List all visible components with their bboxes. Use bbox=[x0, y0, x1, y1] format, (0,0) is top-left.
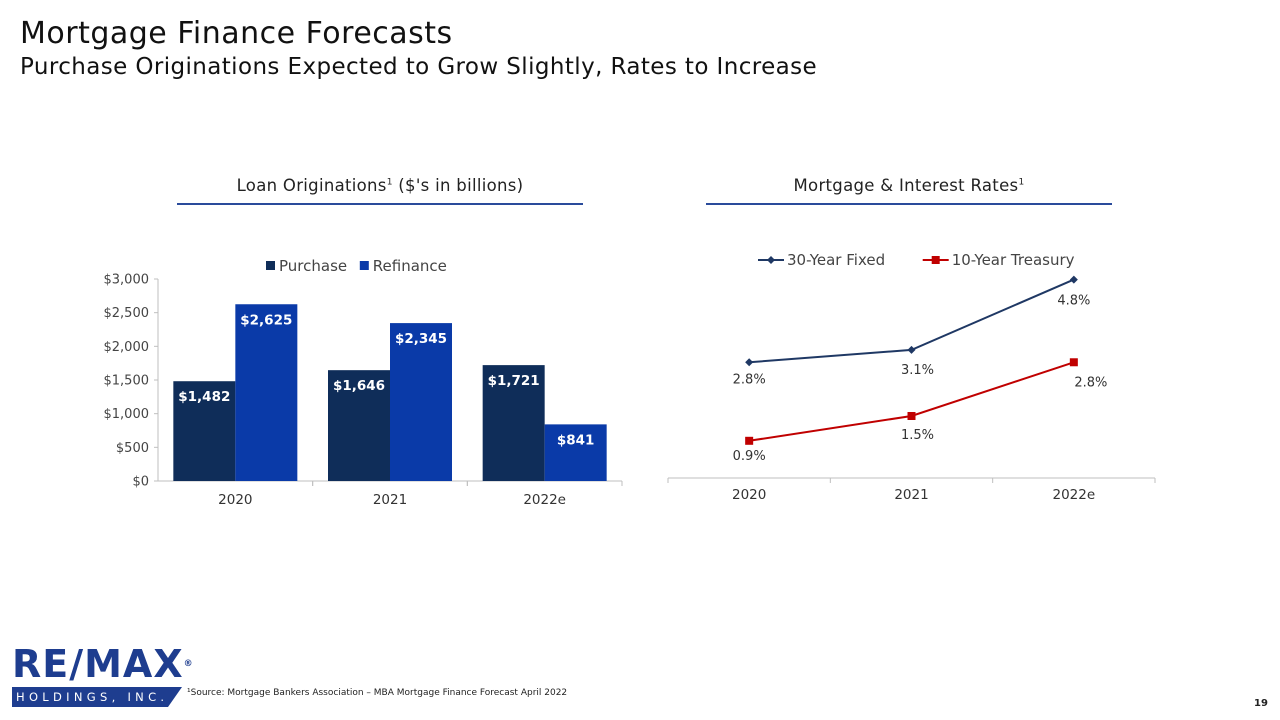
bar-refinance-2020 bbox=[235, 304, 298, 481]
logo-wordmark: RE/MAX® bbox=[12, 645, 194, 683]
line-x-tick-label: 2022e bbox=[1052, 487, 1095, 503]
loan-originations-footnote-marker: 1 bbox=[386, 177, 393, 188]
bar-x-tick-label: 2021 bbox=[373, 492, 407, 508]
bar-y-tick-label: $0 bbox=[132, 475, 149, 490]
mortgage-rates-title-text: Mortgage & Interest Rates bbox=[793, 176, 1019, 195]
line-data-label: 4.8% bbox=[1057, 294, 1090, 309]
line-data-label: 1.5% bbox=[901, 428, 934, 443]
bar-x-tick-label: 2020 bbox=[218, 492, 252, 508]
line-data-label: 3.1% bbox=[901, 363, 934, 378]
remax-logo: RE/MAX® HOLDINGS, INC. bbox=[12, 645, 194, 707]
bar-purchase-2020 bbox=[173, 381, 236, 481]
mortgage-rates-title-rule bbox=[706, 203, 1112, 205]
line-marker-square bbox=[1069, 358, 1078, 367]
line-legend-marker-square bbox=[931, 256, 940, 264]
line-legend-marker-diamond bbox=[767, 256, 775, 264]
loan-originations-title-suffix: ($'s in billions) bbox=[392, 176, 524, 195]
bar-purchase-2022e bbox=[482, 365, 545, 481]
bar-x-tick-label: 2022e bbox=[523, 492, 566, 508]
bar-purchase-2021 bbox=[328, 370, 390, 481]
loan-originations-title: Loan Originations1 ($'s in billions) bbox=[177, 176, 583, 195]
bar-y-tick-label: $1,000 bbox=[104, 407, 150, 422]
bar-y-tick-label: $1,500 bbox=[104, 374, 150, 389]
bar-data-label: $841 bbox=[557, 432, 595, 448]
loan-originations-title-text: Loan Originations bbox=[236, 176, 387, 195]
source-footnote: ¹Source: Mortgage Bankers Association – … bbox=[187, 688, 568, 698]
mortgage-rates-footnote-marker: 1 bbox=[1018, 177, 1025, 188]
bar-legend-swatch-refinance bbox=[359, 261, 369, 270]
bar-data-label: $1,721 bbox=[488, 373, 540, 389]
line-marker-diamond bbox=[745, 358, 754, 367]
logo-holdings-bar: HOLDINGS, INC. bbox=[12, 687, 182, 707]
line-x-tick-label: 2021 bbox=[894, 487, 928, 503]
page-number: 19 bbox=[1254, 698, 1268, 709]
bar-refinance-2021 bbox=[390, 323, 452, 481]
line-x-tick-label: 2020 bbox=[732, 487, 766, 503]
bar-refinance-2022e bbox=[544, 424, 607, 481]
line-data-label: 0.9% bbox=[733, 449, 766, 464]
loan-originations-title-rule bbox=[177, 203, 583, 205]
line-marker-square bbox=[907, 412, 916, 420]
line-data-label: 2.8% bbox=[1074, 375, 1107, 390]
logo-registered-mark: ® bbox=[183, 659, 194, 669]
mortgage-rates-title: Mortgage & Interest Rates1 bbox=[706, 176, 1112, 195]
page-subtitle: Purchase Originations Expected to Grow S… bbox=[20, 54, 818, 80]
bar-y-tick-label: $2,000 bbox=[104, 340, 150, 355]
bar-data-label: $2,345 bbox=[395, 331, 447, 347]
line-marker-diamond bbox=[907, 345, 916, 354]
line-marker-diamond bbox=[1069, 275, 1078, 284]
bar-data-label: $1,646 bbox=[333, 378, 385, 394]
bar-data-label: $2,625 bbox=[240, 312, 292, 328]
bar-y-tick-label: $2,500 bbox=[104, 306, 150, 321]
logo-main-text: RE/MAX bbox=[12, 642, 184, 686]
bar-legend-label: Refinance bbox=[373, 257, 447, 275]
page-title: Mortgage Finance Forecasts bbox=[20, 16, 453, 51]
bar-y-tick-label: $3,000 bbox=[104, 273, 150, 288]
line-data-label: 2.8% bbox=[733, 372, 766, 387]
line-legend-label: 10-Year Treasury bbox=[952, 251, 1075, 269]
bar-legend-swatch-purchase bbox=[266, 261, 275, 270]
bar-data-label: $1,482 bbox=[178, 389, 230, 405]
line-marker-square bbox=[745, 436, 754, 445]
line-legend-label: 30-Year Fixed bbox=[787, 251, 885, 269]
bar-legend-label: Purchase bbox=[279, 257, 347, 275]
bar-y-tick-label: $500 bbox=[116, 441, 149, 456]
